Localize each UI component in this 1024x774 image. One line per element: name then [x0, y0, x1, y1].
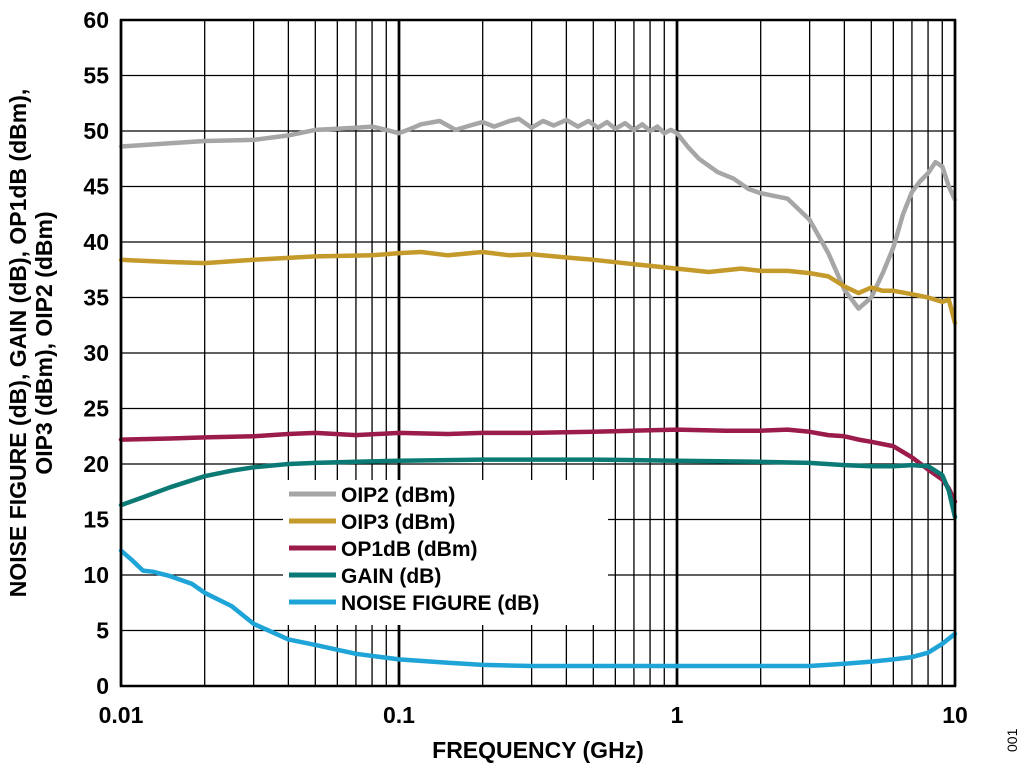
legend-label: OIP2 (dBm)	[341, 484, 455, 507]
y-tick-label: 55	[83, 63, 109, 89]
plot-frame	[119, 18, 957, 688]
y-tick-label: 45	[83, 174, 109, 200]
series-line-3	[118, 457, 958, 520]
legend-box	[283, 480, 608, 625]
series-line-2	[118, 427, 958, 504]
y-tick-label: 50	[83, 118, 109, 144]
legend-label: GAIN (dB)	[341, 565, 441, 588]
y-axis-title-line1: NOISE FIGURE (dB), GAIN (dB), OP1dB (dBm…	[5, 89, 31, 598]
legend-label: NOISE FIGURE (dB)	[341, 592, 539, 615]
series-line-1	[118, 249, 958, 326]
x-tick-label: 1	[671, 702, 684, 728]
y-axis-title-line2: OIP3 (dBm), OIP2 (dBm)	[31, 211, 57, 474]
legend-label: OP1dB (dBm)	[341, 538, 478, 561]
y-tick-label: 25	[83, 396, 109, 422]
y-tick-label: 40	[83, 229, 109, 255]
y-tick-label: 15	[83, 507, 109, 533]
series-lines	[118, 116, 958, 669]
y-tick-label: 60	[83, 7, 109, 33]
x-axis-title: FREQUENCY (GHz)	[432, 737, 644, 763]
legend: OIP2 (dBm) OIP3 (dBm) OP1dB (dBm) GAIN (dB)…	[283, 480, 608, 625]
x-tick-label: 0.1	[383, 702, 415, 728]
figure-id: 001	[1004, 728, 1020, 752]
y-tick-label: 35	[83, 285, 109, 311]
y-tick-labels: 0 5 10 15 20 25 30 35 40 45 50 55 60	[83, 7, 109, 699]
x-tick-label: 0.01	[99, 702, 144, 728]
x-tick-label: 10	[942, 702, 968, 728]
y-tick-label: 0	[96, 673, 109, 699]
y-tick-label: 10	[83, 562, 109, 588]
y-tick-label: 30	[83, 340, 109, 366]
y-tick-label: 20	[83, 451, 109, 477]
x-tick-labels: 0.01 0.1 1 10	[99, 702, 968, 728]
series-line-4	[118, 548, 958, 669]
y-tick-label: 5	[96, 618, 109, 644]
legend-label: OIP3 (dBm)	[341, 511, 455, 534]
